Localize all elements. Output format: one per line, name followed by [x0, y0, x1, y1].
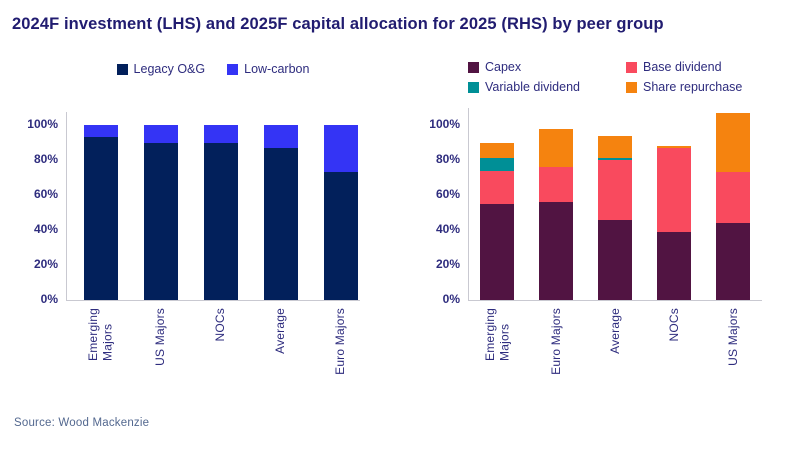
x-axis-line — [66, 300, 360, 301]
legend-label: Capex — [485, 60, 522, 74]
x-category-label: Euro Majors — [548, 308, 563, 375]
bar-segment-capex — [598, 219, 632, 300]
bar-segment-variable-dividend — [480, 158, 514, 171]
y-tick-label: 60% — [435, 187, 460, 201]
legend-label: Variable dividend — [485, 80, 580, 94]
x-category-label-slot: US Majors — [688, 308, 778, 366]
bar-segment-share-repurchase — [539, 128, 573, 167]
bar-segment-capex — [480, 203, 514, 300]
bar-segment-legacy-o-g — [323, 172, 358, 300]
legend-item-share-repurchase: Share repurchase — [626, 80, 742, 94]
legend-label: Low-carbon — [244, 62, 310, 76]
bar-segment-share-repurchase — [716, 112, 750, 173]
bar-segment-share-repurchase — [598, 135, 632, 159]
legend-swatch-icon — [227, 63, 239, 75]
bar-segment-legacy-o-g — [143, 142, 178, 300]
legend-label: Base dividend — [643, 60, 722, 74]
x-category-label: Average — [607, 308, 622, 354]
bar-segment-legacy-o-g — [203, 142, 238, 300]
bar-segment-share-repurchase — [657, 146, 691, 148]
legend-swatch-icon — [468, 61, 479, 73]
bar-segment-base-dividend — [716, 172, 750, 223]
y-tick-label: 0% — [442, 292, 460, 306]
bar-segment-low-carbon — [263, 125, 298, 148]
y-tick-label: 60% — [33, 187, 58, 201]
bar-segment-share-repurchase — [480, 142, 514, 159]
legend-item-low-carbon: Low-carbon — [227, 62, 309, 76]
bar-segment-legacy-o-g — [263, 147, 298, 300]
bar-segment-low-carbon — [83, 125, 118, 138]
bar-segment-low-carbon — [203, 125, 238, 143]
legend-swatch-icon — [468, 81, 479, 93]
source-note: Source: Wood Mackenzie — [14, 417, 150, 429]
legend-right-chart: Capex Base dividend Variable dividend Share… — [468, 60, 742, 94]
legend-item-base-dividend: Base dividend — [626, 60, 742, 74]
legend-item-capex: Capex — [468, 60, 626, 74]
x-category-label: Emerging Majors — [482, 308, 511, 361]
legend-swatch-icon — [116, 63, 128, 75]
y-tick-label: 40% — [33, 222, 58, 236]
page-title: 2024F investment (LHS) and 2025F capital… — [12, 15, 664, 33]
y-axis-line — [468, 108, 469, 300]
y-tick-label: 0% — [40, 292, 58, 306]
legend-item-legacy-o-g: Legacy O&G — [116, 62, 206, 76]
y-tick-label: 100% — [429, 117, 460, 131]
legend-swatch-icon — [626, 61, 637, 73]
y-axis-line — [66, 112, 67, 300]
y-tick-label: 100% — [27, 117, 58, 131]
x-category-label: NOCs — [666, 308, 681, 342]
bar-segment-base-dividend — [539, 167, 573, 202]
bar-segment-capex — [657, 231, 691, 300]
bar-segment-variable-dividend — [598, 158, 632, 160]
y-tick-label: 40% — [435, 222, 460, 236]
bar-segment-base-dividend — [480, 170, 514, 204]
bar-segment-low-carbon — [323, 125, 358, 173]
y-tick-label: 80% — [435, 152, 460, 166]
y-tick-label: 80% — [33, 152, 58, 166]
x-category-label: US Majors — [725, 308, 740, 366]
bar-segment-base-dividend — [598, 160, 632, 220]
y-tick-label: 20% — [33, 257, 58, 271]
bar-segment-capex — [716, 223, 750, 300]
legend-left-chart: Legacy O&G Low-carbon — [66, 62, 360, 76]
bar-segment-capex — [539, 202, 573, 300]
x-axis-line — [468, 300, 762, 301]
bar-segment-legacy-o-g — [83, 137, 118, 300]
legend-swatch-icon — [626, 81, 637, 93]
y-tick-label: 20% — [435, 257, 460, 271]
legend-label: Legacy O&G — [133, 62, 206, 76]
legend-item-variable-dividend: Variable dividend — [468, 80, 626, 94]
legend-label: Share repurchase — [643, 80, 743, 94]
bar-segment-low-carbon — [143, 125, 178, 143]
bar-segment-base-dividend — [657, 147, 691, 232]
